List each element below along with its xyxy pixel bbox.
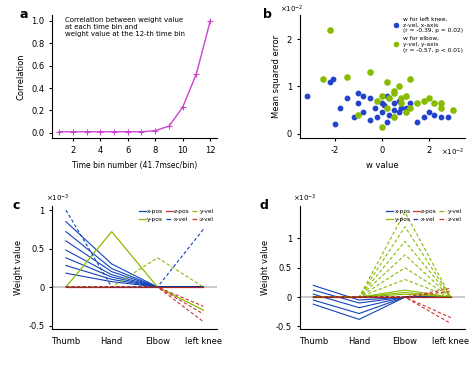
Point <box>390 100 398 106</box>
Point <box>355 90 362 97</box>
Point <box>449 107 456 113</box>
Point <box>383 105 391 111</box>
Point <box>395 83 402 90</box>
Point <box>414 100 421 106</box>
Legend: w for left knee,
z-vel, x-axis
(r = -0.39, p = 0.02), w for elbow,
y-vel, y-axis: w for left knee, z-vel, x-axis (r = -0.3… <box>390 16 464 52</box>
Point <box>395 110 402 116</box>
Point <box>385 95 393 101</box>
Point <box>407 105 414 111</box>
Point <box>383 93 391 99</box>
Point <box>343 95 350 101</box>
Point <box>374 98 381 104</box>
Point <box>395 98 402 104</box>
Point <box>378 93 386 99</box>
Legend: x-pos, y-pos, z-pos, x-vel, y-vel, z-vel: x-pos, y-pos, z-pos, x-vel, y-vel, z-vel <box>386 209 462 222</box>
Point <box>381 102 388 108</box>
Point <box>390 114 398 120</box>
Y-axis label: Mean squared error: Mean squared error <box>272 35 281 118</box>
Text: c: c <box>12 199 20 212</box>
Point <box>327 79 334 85</box>
X-axis label: Time bin number (41.7msec/bin): Time bin number (41.7msec/bin) <box>72 161 197 170</box>
Point <box>331 121 339 127</box>
Point <box>343 74 350 80</box>
Point <box>390 88 398 94</box>
Y-axis label: Correlation: Correlation <box>17 54 26 100</box>
Text: $\times10^{-3}$: $\times10^{-3}$ <box>293 193 317 204</box>
Point <box>383 79 391 85</box>
Point <box>444 114 452 120</box>
Point <box>414 119 421 125</box>
Point <box>397 100 405 106</box>
Point <box>390 114 398 120</box>
Point <box>366 95 374 101</box>
Point <box>402 93 410 99</box>
Text: d: d <box>260 199 269 212</box>
Text: $\times10^{-2}$: $\times10^{-2}$ <box>441 147 465 158</box>
Point <box>430 100 438 106</box>
Point <box>329 76 337 82</box>
X-axis label: w value: w value <box>366 161 398 170</box>
Point <box>390 90 398 97</box>
Point <box>366 69 374 75</box>
Point <box>437 105 445 111</box>
Point <box>371 105 379 111</box>
Point <box>383 119 391 125</box>
Y-axis label: Weight value: Weight value <box>261 240 270 295</box>
Point <box>359 110 367 116</box>
Point <box>437 100 445 106</box>
Point <box>374 114 381 120</box>
Text: Correlation between weight value
at each time bin and
weight value at the 12-th : Correlation between weight value at each… <box>65 16 185 36</box>
Point <box>425 95 433 101</box>
Point <box>378 124 386 130</box>
Point <box>407 100 414 106</box>
Point <box>378 100 386 106</box>
Point <box>420 98 428 104</box>
Point <box>420 114 428 120</box>
Point <box>397 105 405 111</box>
Point <box>319 76 327 82</box>
Point <box>407 76 414 82</box>
Point <box>397 95 405 101</box>
Point <box>425 110 433 116</box>
Point <box>430 112 438 118</box>
Text: $\times10^{-2}$: $\times10^{-2}$ <box>280 4 303 15</box>
Point <box>355 112 362 118</box>
Point <box>303 93 310 99</box>
Point <box>378 110 386 116</box>
Point <box>385 112 393 118</box>
Point <box>359 93 367 99</box>
Point <box>327 26 334 33</box>
Point <box>402 105 410 111</box>
Point <box>390 107 398 113</box>
Point <box>366 116 374 123</box>
Point <box>385 95 393 101</box>
Y-axis label: Weight value: Weight value <box>14 240 23 295</box>
Point <box>350 114 357 120</box>
Text: $\times10^{-3}$: $\times10^{-3}$ <box>46 193 69 204</box>
Legend: x-pos, y-pos, z-pos, x-vel, y-vel, z-vel: x-pos, y-pos, z-pos, x-vel, y-vel, z-vel <box>139 209 214 222</box>
Text: b: b <box>263 8 272 21</box>
Point <box>437 114 445 120</box>
Point <box>355 100 362 106</box>
Point <box>402 110 410 116</box>
Point <box>336 105 344 111</box>
Text: a: a <box>19 8 27 21</box>
